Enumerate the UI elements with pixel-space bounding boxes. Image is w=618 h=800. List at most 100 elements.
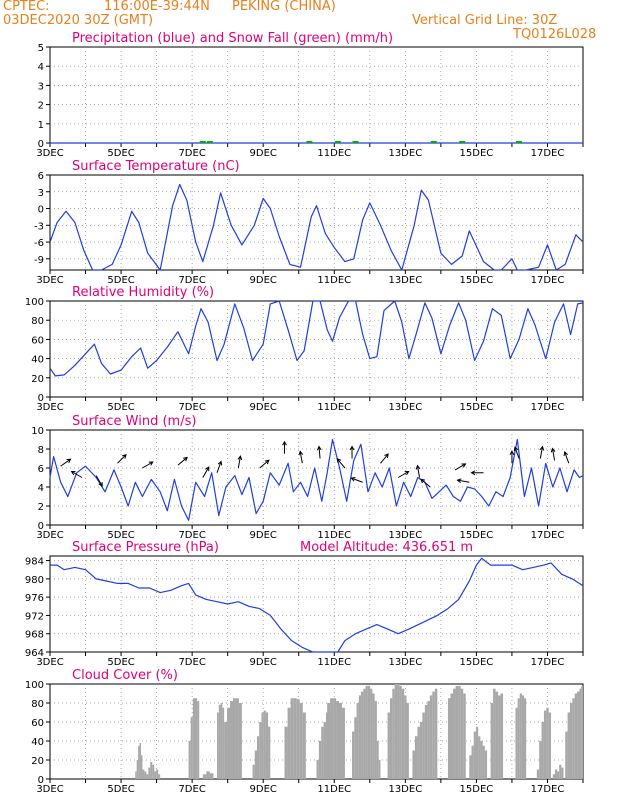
wind-arrow bbox=[216, 461, 222, 473]
cloud-bar bbox=[197, 701, 200, 779]
cloud-bar bbox=[378, 760, 381, 779]
panel-3-ytick-label: 6 bbox=[38, 464, 44, 475]
panel-2-xtick-label: 17DEC bbox=[531, 402, 565, 413]
cloud-bar bbox=[148, 767, 151, 779]
panel-1-ytick-label: -6 bbox=[34, 238, 44, 249]
panel-2-ytick-label: 100 bbox=[25, 297, 44, 308]
wind-arrow-head bbox=[122, 454, 127, 459]
cloud-bar bbox=[565, 731, 568, 779]
cloud-bar bbox=[427, 701, 430, 779]
cloud-bar bbox=[414, 736, 418, 779]
cloud-bar bbox=[432, 691, 435, 779]
panel-5-ytick-label: 80 bbox=[31, 699, 44, 710]
panel-0-ytick-label: 3 bbox=[38, 81, 44, 92]
panel-1-ytick-label: 6 bbox=[38, 171, 44, 182]
cloud-bar bbox=[268, 726, 271, 779]
cloud-bar bbox=[412, 750, 415, 779]
panel-0-xtick-label: 17DEC bbox=[531, 148, 565, 159]
wind-arrow-head bbox=[404, 470, 410, 476]
wind-arrow-head bbox=[349, 445, 355, 451]
cloud-bar bbox=[572, 698, 575, 779]
cloud-bar bbox=[290, 698, 294, 779]
cloud-bar bbox=[370, 688, 373, 779]
cloud-bar bbox=[150, 761, 153, 779]
wind-arrow bbox=[318, 446, 321, 459]
panel-5-ytick-label: 0 bbox=[38, 775, 44, 786]
panel-2-ytick-label: 40 bbox=[31, 355, 44, 366]
cloud-bar bbox=[498, 695, 501, 779]
cloud-bar bbox=[559, 764, 562, 779]
wind-arrow bbox=[380, 453, 389, 464]
panel-0-ytick-label: 1 bbox=[38, 120, 44, 131]
cloud-bar bbox=[577, 691, 580, 779]
panel-2-ytick-label: 80 bbox=[31, 316, 44, 327]
wind-arrow-head bbox=[470, 470, 476, 476]
panel-0-xtick-label: 7DEC bbox=[178, 148, 205, 159]
panel-3-ytick-label: 0 bbox=[38, 521, 44, 532]
cloud-bar bbox=[581, 685, 583, 779]
cloud-bar bbox=[546, 707, 549, 779]
cloud-bar bbox=[519, 693, 522, 779]
panel-5-xtick-label: 11DEC bbox=[317, 784, 351, 795]
cloud-bar bbox=[561, 767, 564, 779]
cloud-bar bbox=[429, 695, 433, 779]
wind-arrow bbox=[117, 454, 127, 464]
panel-4-xtick-label: 15DEC bbox=[460, 657, 494, 668]
cloud-bar bbox=[232, 698, 236, 779]
cloud-bar bbox=[361, 691, 364, 779]
cloud-bar bbox=[235, 698, 239, 779]
panel-1-ytick-label: 0 bbox=[38, 205, 44, 216]
cloud-bar bbox=[543, 710, 547, 779]
panel-1-xtick-label: 13DEC bbox=[388, 275, 422, 286]
panel-5-ytick-label: 40 bbox=[31, 737, 44, 748]
cloud-bar bbox=[252, 764, 255, 779]
panel-0-frame bbox=[49, 46, 584, 144]
wind-arrow bbox=[351, 477, 363, 483]
cloud-bar bbox=[230, 701, 233, 779]
panel-0-title: Precipitation (blue) and Snow Fall (gree… bbox=[72, 31, 393, 46]
panel-5-xtick-label: 15DEC bbox=[460, 784, 494, 795]
panel-0-xtick-label: 9DEC bbox=[250, 148, 277, 159]
wind-arrow bbox=[60, 458, 71, 467]
cloud-bar bbox=[453, 688, 456, 779]
panel-3-xtick-label: 15DEC bbox=[460, 530, 494, 541]
cloud-bar bbox=[341, 707, 345, 779]
panel-2-frame bbox=[49, 300, 584, 398]
wind-arrow-head bbox=[98, 481, 103, 487]
panel-5-ytick-label: 60 bbox=[31, 718, 44, 729]
wind-arrow bbox=[177, 457, 188, 466]
panel-2-xtick-label: 11DEC bbox=[317, 402, 351, 413]
panel-1-ytick-label: 3 bbox=[38, 188, 44, 199]
cloud-bar bbox=[202, 774, 207, 779]
panel-2-xtick-label: 15DEC bbox=[460, 402, 494, 413]
panel-2-ytick-label: 20 bbox=[31, 374, 44, 385]
cloud-bar bbox=[397, 684, 400, 779]
cloud-bar bbox=[458, 685, 461, 779]
wind-arrow bbox=[202, 466, 210, 478]
wind-arrow-head bbox=[513, 446, 519, 452]
cloud-bar bbox=[339, 703, 342, 779]
cloud-bar bbox=[333, 698, 337, 779]
cloud-bar bbox=[220, 703, 223, 779]
cloud-bar bbox=[323, 722, 326, 779]
wind-arrow bbox=[539, 446, 543, 459]
cloud-bar bbox=[224, 722, 228, 779]
cloud-bar bbox=[419, 722, 423, 779]
wind-arrow-head bbox=[415, 464, 421, 470]
wind-arrow-head bbox=[316, 445, 322, 451]
panel-1-title: Surface Temperature (nC) bbox=[72, 159, 240, 174]
cloud-bar bbox=[192, 698, 195, 779]
panel-4-ytick-label: 984 bbox=[25, 557, 44, 568]
wind-arrow-head bbox=[461, 463, 467, 468]
cloud-bar bbox=[144, 771, 147, 779]
panel-4-xtick-label: 5DEC bbox=[107, 657, 134, 668]
cloud-bar bbox=[552, 774, 555, 779]
panel-5-xtick-label: 7DEC bbox=[178, 784, 205, 795]
panel-3-xtick-label: 9DEC bbox=[250, 530, 277, 541]
cloud-bar bbox=[321, 726, 324, 779]
wind-arrow-head bbox=[384, 453, 389, 459]
panel-0-xtick-label: 15DEC bbox=[460, 148, 494, 159]
cloud-bar bbox=[209, 773, 214, 779]
cloud-bar bbox=[238, 703, 242, 779]
wind-arrow-head bbox=[350, 477, 356, 482]
